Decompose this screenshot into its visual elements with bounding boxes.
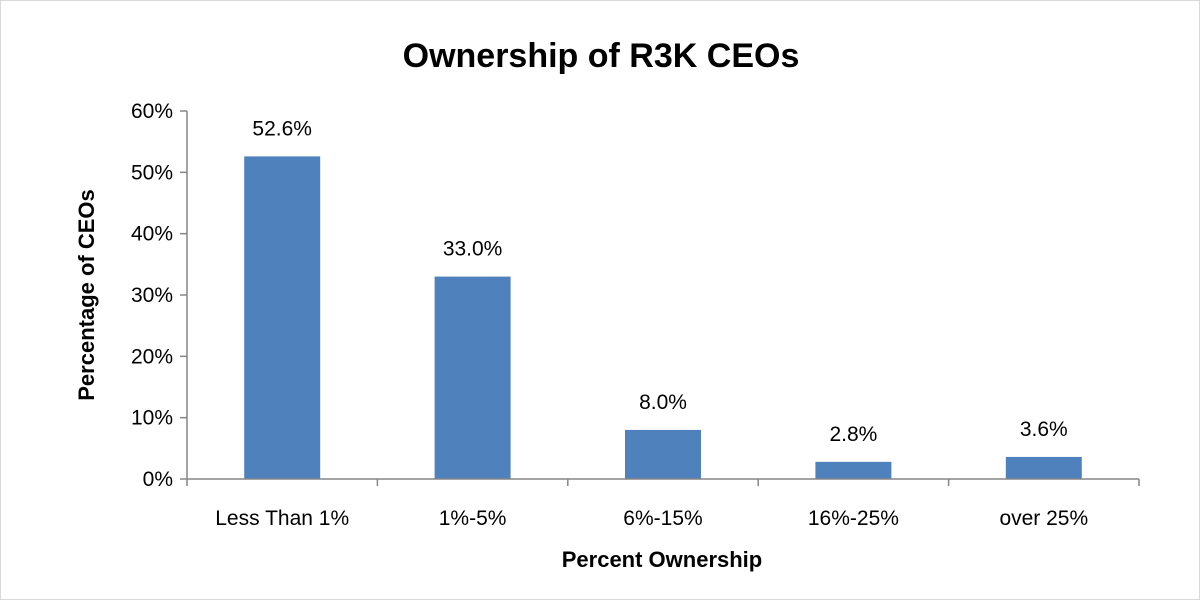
x-tick-label: 1%-5% [439,507,507,530]
x-axis-title: Percent Ownership [562,547,763,572]
x-tick-label: over 25% [999,507,1088,530]
bar [625,429,701,479]
plot-area: 0% 10% 20% 30% 40% 50% 60% 52.6% 33.0% 8.0% 2.8% 3.… [131,100,1140,530]
data-label: 33.0% [443,238,503,261]
x-tick-label: 16%-25% [808,507,899,530]
chart-title: Ownership of R3K CEOs [403,37,800,75]
bar [1005,456,1082,479]
y-tick-label: 40% [131,223,173,246]
data-label: 3.6% [1020,418,1068,441]
y-tick-label: 60% [131,100,173,123]
data-label: 52.6% [252,117,312,140]
x-tick-label: 6%-15% [623,507,702,530]
y-tick-label: 50% [131,161,173,184]
y-tick-label: 0% [143,468,173,491]
y-axis-title: Percentage of CEOs [74,189,99,401]
bar [815,461,892,479]
y-tick-label: 30% [131,284,173,307]
data-label: 2.8% [829,423,877,446]
x-tick-label: Less Than 1% [215,507,349,530]
bar [244,156,321,480]
y-tick-label: 10% [131,407,173,430]
data-label: 8.0% [639,391,687,414]
bar [434,276,511,479]
y-tick-label: 20% [131,345,173,368]
